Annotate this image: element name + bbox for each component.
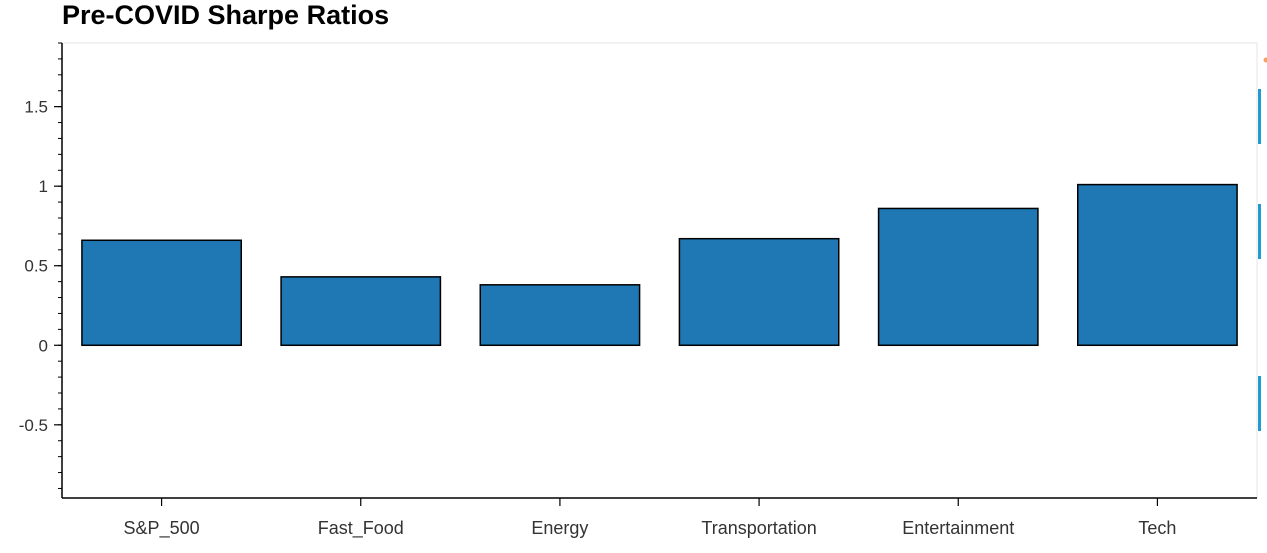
bar-0 [81,239,242,347]
x-tick-label: Tech [1138,518,1176,538]
y-tick-label: 0 [39,336,48,355]
y-axis: -0.5 0 0.5 1 1.5 [19,42,63,498]
y-tick-label: -0.5 [19,416,48,435]
toolbar-pan-icon[interactable] [1258,89,1261,144]
y-tick-label: 1 [39,177,48,196]
y-tick-label: 1.5 [24,98,48,117]
bar-4 [877,207,1039,347]
x-tick-label: Transportation [701,518,816,538]
y-tick-label: 0.5 [24,257,48,276]
toolbar-zoom-icon[interactable] [1258,204,1261,259]
bar-1 [280,276,442,347]
toolbar-hover-icon[interactable] [1258,376,1261,431]
x-tick-label: Energy [531,518,588,538]
bar-5 [1077,183,1238,347]
x-axis: S&P_500 Fast_Food Energy Transportation Ente… [62,497,1257,539]
bar-2 [479,284,641,347]
toolbar-logo-icon[interactable] [1263,57,1267,63]
x-tick-label: Entertainment [902,518,1014,538]
bar-3 [678,237,840,347]
chart-title: Pre-COVID Sharpe Ratios [62,0,390,30]
x-tick-label: Fast_Food [318,518,404,539]
bars-group [81,183,1238,347]
x-tick-label: S&P_500 [124,518,200,539]
